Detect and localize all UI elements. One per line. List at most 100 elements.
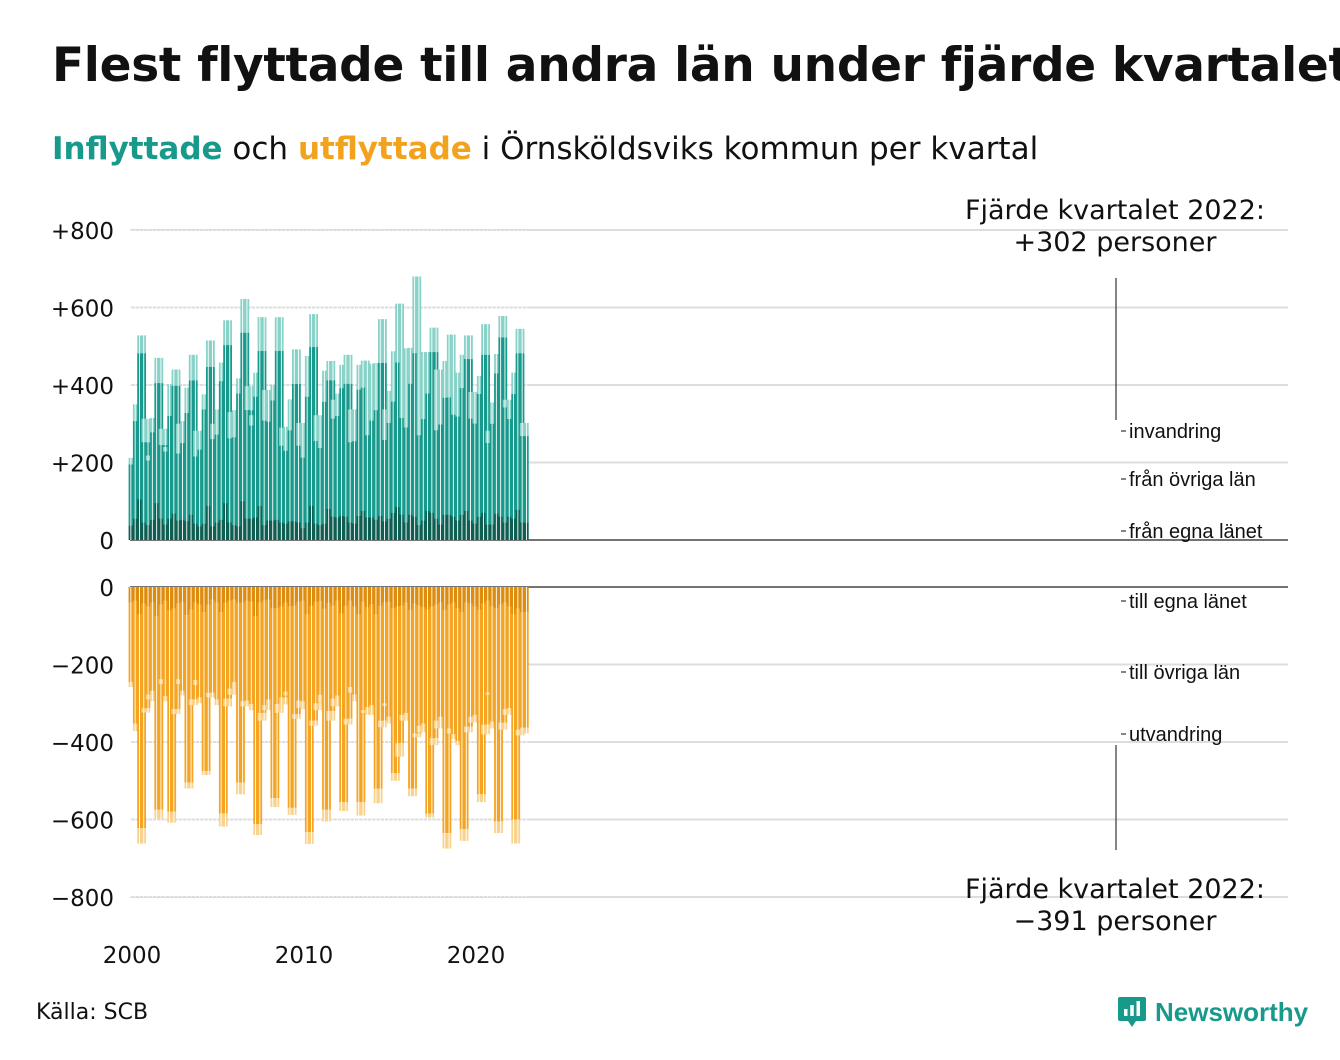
- y-tick-label-bottom: −800: [51, 886, 114, 912]
- bar-out-utvandring: [322, 809, 331, 822]
- bar-out-utvandring: [494, 821, 503, 834]
- bar-in-invandring: [464, 335, 473, 360]
- bar-out-utvandring: [356, 802, 366, 816]
- bar-out-utvandring: [408, 788, 417, 797]
- bar-in-invandring: [378, 319, 387, 363]
- y-tick-label-top: +400: [51, 374, 114, 400]
- x-tick-label: 2020: [447, 943, 506, 969]
- y-tick-label-top: +600: [51, 297, 114, 323]
- series-label-out: utvandring: [1129, 724, 1222, 746]
- bar-out-utvandring: [433, 720, 443, 729]
- bar-out-utvandring: [519, 727, 529, 734]
- bar-in-ovriga-lan: [519, 436, 529, 523]
- subtitle: Inflyttade och utflyttade i Örnsköldsvik…: [52, 131, 1038, 167]
- bar-out-utvandring: [378, 720, 387, 728]
- bar-in-invandring: [296, 422, 306, 446]
- bar-in-invandring: [395, 303, 404, 363]
- subtitle-inflyttade: Inflyttade: [52, 131, 223, 167]
- bar-in-invandring: [498, 316, 508, 338]
- bar-in-invandring: [515, 328, 525, 354]
- bar-out-utvandring: [223, 698, 232, 707]
- bar-out-utvandring: [476, 794, 486, 803]
- bar-in-invandring: [292, 349, 301, 384]
- bar-in-invandring: [347, 409, 357, 443]
- bar-out-utvandring: [218, 813, 228, 827]
- bar-out-utvandring: [167, 811, 177, 823]
- bar-in-invandring: [188, 354, 198, 381]
- y-tick-label-top: +200: [51, 452, 114, 478]
- subtitle-utflyttade: utflyttade: [297, 131, 472, 167]
- bar-in-invandring: [343, 354, 353, 384]
- x-tick-label: 2000: [103, 943, 162, 969]
- bar-out-utvandring: [184, 782, 194, 789]
- bar-in-invandring: [429, 327, 439, 353]
- series-label-out: till övriga län: [1129, 662, 1240, 684]
- annotation-top-line2: +302 personer: [1013, 227, 1217, 258]
- bar-out-utvandring: [137, 828, 146, 844]
- bar-out-utvandring: [412, 733, 422, 738]
- bar-out-utvandring: [313, 703, 323, 711]
- source-note: Källa: SCB: [36, 1000, 149, 1025]
- series-label-out: till egna länet: [1129, 591, 1247, 613]
- bar-in-invandring: [326, 360, 336, 381]
- bar-in-invandring: [519, 422, 529, 437]
- bar-in-invandring: [171, 369, 181, 386]
- bar-out-utvandring: [171, 709, 181, 715]
- bar-out-utvandring: [201, 771, 211, 775]
- y-tick-label-bottom: −200: [51, 654, 114, 680]
- bar-in-invandring: [257, 317, 267, 351]
- annotation-bottom-line1: Fjärde kvartalet 2022:: [965, 874, 1265, 905]
- bar-out-ovriga-lan: [218, 612, 228, 814]
- bar-out-utvandring: [253, 824, 263, 835]
- bar-out-utvandring: [206, 692, 215, 698]
- bar-in-invandring: [412, 276, 422, 354]
- series-label-in: från övriga län: [1129, 469, 1256, 491]
- bar-in-invandring: [158, 428, 168, 446]
- newsworthy-logo-text: Newsworthy: [1155, 996, 1309, 1027]
- bar-in-invandring: [274, 317, 284, 351]
- y-tick-label-top: 0: [99, 529, 114, 555]
- series-label-in: invandring: [1129, 421, 1221, 443]
- bar-out-utvandring: [292, 714, 301, 719]
- bar-out-utvandring: [511, 819, 521, 844]
- subtitle-mid: och: [222, 131, 298, 167]
- bar-out-utvandring: [287, 807, 297, 815]
- bar-in-invandring: [223, 320, 232, 346]
- bar-in-invandring: [240, 298, 250, 333]
- bar-out-utvandring: [429, 738, 439, 746]
- bar-out-utvandring: [339, 802, 349, 811]
- y-tick-label-bottom: −400: [51, 731, 114, 757]
- page-title: Flest flyttade till andra län under fjär…: [52, 38, 1340, 93]
- bar-out-utvandring: [343, 718, 353, 725]
- bar-out-utvandring: [236, 782, 245, 795]
- bar-out-utvandring: [498, 722, 508, 730]
- bar-in-invandring: [137, 335, 146, 354]
- bar-out-utvandring: [274, 704, 284, 713]
- bar-in-invandring: [309, 314, 318, 348]
- annotation-bottom-line2: −391 personer: [1013, 906, 1217, 937]
- bar-in-invandring: [206, 340, 215, 367]
- bar-out-utvandring: [154, 809, 164, 819]
- y-tick-label-bottom: 0: [99, 576, 114, 602]
- annotation-top-line1: Fjärde kvartalet 2022:: [965, 195, 1265, 226]
- bar-in-invandring: [481, 324, 490, 355]
- bar-out-utvandring: [373, 788, 383, 804]
- bar-in-invandring: [141, 418, 151, 443]
- bar-out-utvandring: [459, 829, 469, 841]
- bar-out-utvandring: [481, 724, 490, 735]
- bar-out-utvandring: [390, 773, 400, 781]
- bar-in-invandring: [502, 399, 512, 408]
- bar-out-utvandring: [279, 697, 288, 705]
- bar-in-invandring: [446, 334, 456, 398]
- bar-in-egna-lanet: [519, 522, 529, 540]
- newsworthy-logo-icon: [1118, 997, 1146, 1027]
- series-label-in: från egna länet: [1129, 521, 1263, 543]
- bar-out-utvandring: [425, 813, 435, 818]
- subtitle-rest: i Örnsköldsviks kommun per kvartal: [471, 131, 1039, 167]
- bar-out-utvandring: [257, 712, 267, 721]
- bar-in-invandring: [154, 357, 164, 384]
- bar-out-utvandring: [304, 832, 314, 844]
- bar-out-utvandring: [227, 688, 237, 695]
- x-tick-label: 2010: [275, 943, 334, 969]
